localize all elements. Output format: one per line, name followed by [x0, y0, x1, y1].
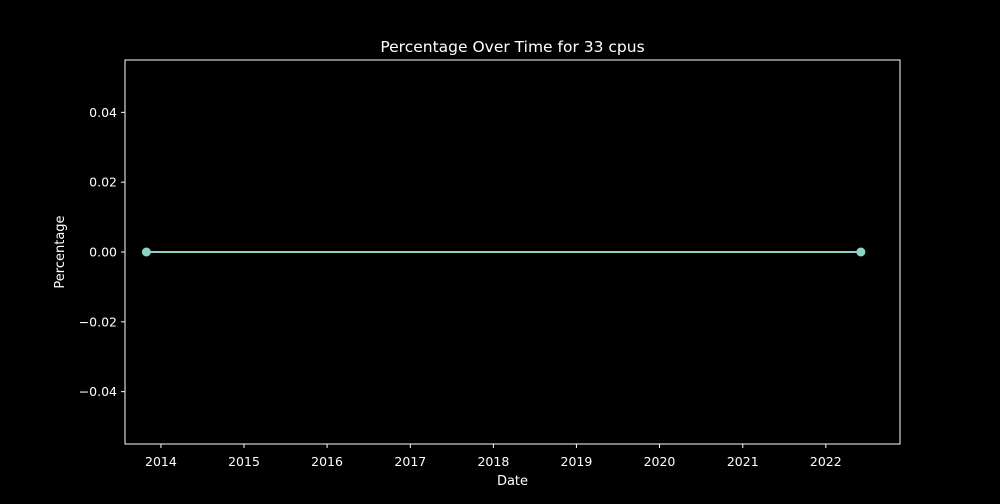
x-axis-label: Date — [497, 474, 528, 489]
x-tick-label: 2021 — [727, 454, 759, 469]
x-tick-label: 2016 — [311, 454, 343, 469]
chart-title: Percentage Over Time for 33 cpus — [380, 38, 644, 56]
x-tick-label: 2018 — [477, 454, 509, 469]
y-tick-label: −0.04 — [79, 384, 117, 399]
y-tick-label: −0.02 — [79, 314, 117, 329]
y-axis-label: Percentage — [53, 215, 68, 288]
x-tick-label: 2014 — [145, 454, 177, 469]
y-tick-label: 0.00 — [89, 245, 117, 260]
y-tick-label: 0.04 — [89, 105, 117, 120]
x-tick-label: 2020 — [644, 454, 676, 469]
y-axis-ticks: −0.04 −0.02 0.00 0.02 0.04 — [79, 105, 125, 399]
series-layer — [141, 247, 866, 257]
y-tick-label: 0.02 — [89, 175, 117, 190]
x-axis-ticks: 2014 2015 2016 2017 2018 2019 2020 2021 2022 — [145, 444, 842, 469]
x-tick-label: 2022 — [810, 454, 842, 469]
data-point — [141, 247, 151, 257]
x-tick-label: 2019 — [561, 454, 593, 469]
x-tick-label: 2015 — [228, 454, 260, 469]
x-tick-label: 2017 — [394, 454, 426, 469]
data-point — [856, 247, 866, 257]
